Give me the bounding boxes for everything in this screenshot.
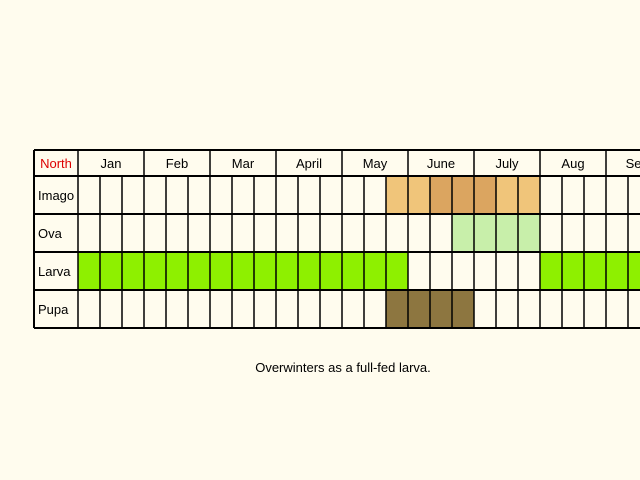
stage-cell-pupa	[430, 291, 452, 327]
stage-cell-ova	[496, 215, 518, 251]
stage-cell-larva	[540, 253, 562, 289]
stage-cell-imago	[386, 177, 408, 213]
stage-cell-larva	[210, 253, 232, 289]
stage-cell-pupa	[452, 291, 474, 327]
stage-cell-larva	[562, 253, 584, 289]
stage-cell-larva	[364, 253, 386, 289]
footnote: Overwinters as a full-fed larva.	[255, 360, 431, 375]
month-label: Sept	[626, 156, 640, 171]
month-label: July	[495, 156, 519, 171]
stage-cell-larva	[584, 253, 606, 289]
month-label: April	[296, 156, 322, 171]
stage-cell-imago	[496, 177, 518, 213]
stage-cell-ova	[518, 215, 540, 251]
stage-cell-larva	[320, 253, 342, 289]
stage-cell-larva	[232, 253, 254, 289]
stage-cell-larva	[628, 253, 640, 289]
stage-cell-imago	[452, 177, 474, 213]
month-label: May	[363, 156, 388, 171]
stage-cell-larva	[188, 253, 210, 289]
stage-cell-larva	[342, 253, 364, 289]
stage-cell-larva	[386, 253, 408, 289]
stage-cell-larva	[100, 253, 122, 289]
stage-label: Ova	[38, 226, 63, 241]
stage-cell-imago	[474, 177, 496, 213]
stage-cell-imago	[518, 177, 540, 213]
month-label: Feb	[166, 156, 188, 171]
stage-cell-imago	[430, 177, 452, 213]
stage-cell-larva	[122, 253, 144, 289]
month-label: Mar	[232, 156, 255, 171]
stage-cell-larva	[276, 253, 298, 289]
stage-cell-imago	[408, 177, 430, 213]
stage-cell-ova	[474, 215, 496, 251]
stage-cell-larva	[254, 253, 276, 289]
region-label: North	[40, 156, 72, 171]
stage-cell-pupa	[386, 291, 408, 327]
stage-cell-larva	[144, 253, 166, 289]
month-label: June	[427, 156, 455, 171]
month-label: Jan	[101, 156, 122, 171]
stage-label: Larva	[38, 264, 71, 279]
stage-label: Imago	[38, 188, 74, 203]
stage-cell-ova	[452, 215, 474, 251]
stage-label: Pupa	[38, 302, 69, 317]
stage-cell-larva	[78, 253, 100, 289]
stage-cell-larva	[298, 253, 320, 289]
stage-cell-larva	[606, 253, 628, 289]
month-label: Aug	[561, 156, 584, 171]
stage-cell-larva	[166, 253, 188, 289]
stage-cell-pupa	[408, 291, 430, 327]
